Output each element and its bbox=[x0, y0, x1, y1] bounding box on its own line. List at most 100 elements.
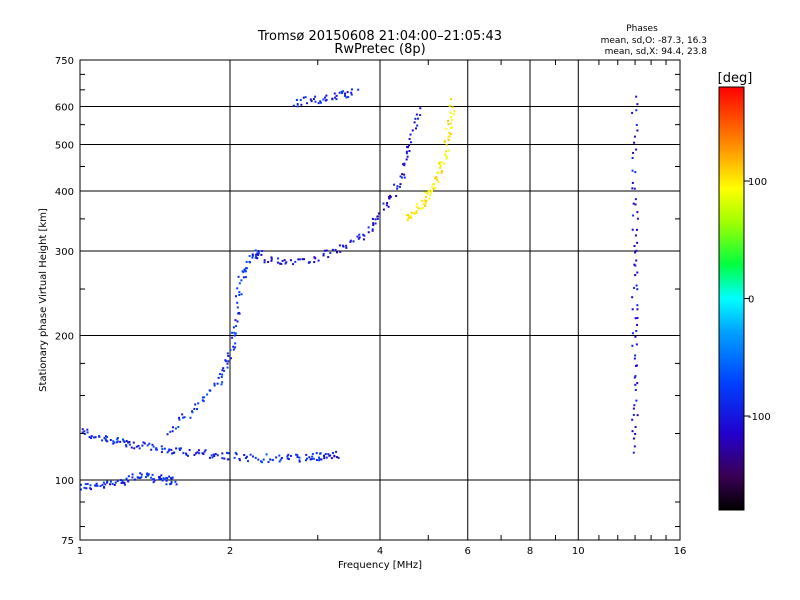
data-point bbox=[358, 236, 361, 239]
data-point bbox=[177, 426, 180, 429]
y-tick-label: 400 bbox=[55, 187, 74, 198]
data-point bbox=[119, 440, 122, 443]
data-point bbox=[371, 228, 374, 231]
data-point bbox=[140, 476, 143, 479]
x-tick-label: 6 bbox=[465, 546, 471, 557]
data-point bbox=[85, 487, 88, 490]
data-point bbox=[633, 141, 636, 144]
data-point bbox=[315, 452, 318, 455]
data-point bbox=[257, 250, 260, 253]
data-point bbox=[90, 435, 93, 438]
data-point bbox=[175, 447, 178, 450]
data-point bbox=[436, 178, 439, 181]
data-point bbox=[231, 331, 234, 334]
data-point bbox=[112, 442, 115, 445]
data-point bbox=[213, 455, 216, 458]
data-point bbox=[408, 150, 411, 153]
colorbar-tick-label: 0 bbox=[748, 295, 754, 306]
data-point bbox=[234, 295, 237, 298]
data-point bbox=[140, 473, 143, 476]
data-point bbox=[310, 100, 313, 103]
data-point bbox=[324, 96, 327, 99]
data-point bbox=[290, 454, 293, 457]
data-point bbox=[287, 458, 290, 461]
data-point bbox=[114, 481, 117, 484]
data-point bbox=[232, 326, 235, 329]
data-point bbox=[636, 382, 639, 385]
data-point bbox=[335, 94, 338, 97]
data-point bbox=[144, 476, 147, 479]
data-point bbox=[636, 211, 639, 214]
data-point bbox=[631, 181, 634, 184]
data-point bbox=[389, 195, 392, 198]
data-point bbox=[232, 345, 235, 348]
data-point bbox=[225, 360, 228, 363]
data-point bbox=[127, 480, 130, 483]
data-point bbox=[280, 456, 283, 459]
data-point bbox=[162, 477, 165, 480]
data-point bbox=[634, 426, 637, 429]
data-point bbox=[201, 452, 204, 455]
data-point bbox=[309, 98, 312, 101]
data-point bbox=[405, 158, 408, 161]
data-point bbox=[296, 456, 299, 459]
data-point bbox=[388, 197, 391, 200]
data-point bbox=[150, 476, 153, 479]
data-point bbox=[98, 435, 101, 438]
data-point bbox=[447, 119, 450, 122]
data-point bbox=[420, 207, 423, 210]
data-point bbox=[350, 88, 353, 91]
data-point bbox=[218, 373, 221, 376]
data-point bbox=[234, 451, 237, 454]
data-point bbox=[261, 461, 264, 464]
x-tick-label: 4 bbox=[377, 546, 383, 557]
data-point bbox=[161, 479, 164, 482]
data-point bbox=[631, 308, 634, 311]
data-point bbox=[335, 456, 338, 459]
data-point bbox=[123, 481, 126, 484]
data-point bbox=[180, 447, 183, 450]
data-point bbox=[305, 453, 308, 456]
data-point bbox=[146, 472, 149, 475]
data-point bbox=[254, 456, 257, 459]
data-point bbox=[315, 458, 318, 461]
data-point bbox=[440, 170, 443, 173]
data-point bbox=[634, 198, 637, 201]
data-point bbox=[633, 263, 636, 266]
data-point bbox=[265, 453, 268, 456]
data-point bbox=[251, 256, 254, 259]
data-point bbox=[356, 235, 359, 238]
data-point bbox=[406, 146, 409, 149]
data-point bbox=[362, 238, 365, 241]
data-point bbox=[439, 164, 442, 167]
data-point bbox=[95, 482, 98, 485]
data-point bbox=[189, 416, 192, 419]
data-point bbox=[256, 257, 259, 260]
data-point bbox=[451, 118, 454, 121]
data-point bbox=[203, 396, 206, 399]
data-point bbox=[165, 476, 168, 479]
data-point bbox=[171, 476, 174, 479]
data-point bbox=[347, 95, 350, 98]
data-point bbox=[130, 446, 133, 449]
data-point bbox=[271, 458, 274, 461]
data-point bbox=[296, 103, 299, 106]
data-point bbox=[96, 484, 99, 487]
y-tick-label: 200 bbox=[55, 332, 74, 343]
data-point bbox=[319, 100, 322, 103]
data-point bbox=[434, 177, 437, 180]
data-point bbox=[385, 204, 388, 207]
data-point bbox=[169, 430, 172, 433]
data-point bbox=[310, 457, 313, 460]
data-point bbox=[127, 441, 130, 444]
data-point bbox=[222, 367, 225, 370]
data-point bbox=[323, 455, 326, 458]
data-point bbox=[403, 176, 406, 179]
data-point bbox=[445, 144, 448, 147]
data-point bbox=[81, 428, 84, 431]
data-point bbox=[170, 480, 173, 483]
data-point bbox=[635, 399, 638, 402]
data-point bbox=[412, 212, 415, 215]
data-point bbox=[634, 388, 637, 391]
data-point bbox=[276, 261, 279, 264]
